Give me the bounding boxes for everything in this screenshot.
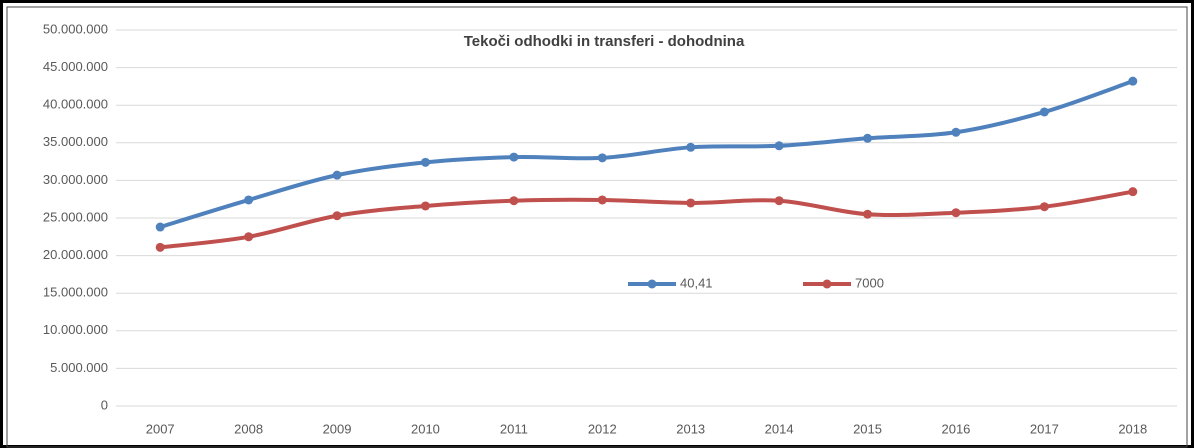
- x-tick-label: 2010: [411, 421, 440, 436]
- x-tick-label: 2008: [234, 421, 263, 436]
- data-point: [863, 209, 873, 219]
- data-point: [951, 127, 961, 137]
- y-tick-label: 35.000.000: [43, 134, 108, 149]
- legend-marker: [647, 279, 657, 289]
- data-point: [597, 153, 607, 163]
- data-point: [332, 211, 342, 221]
- y-tick-label: 45.000.000: [43, 59, 108, 74]
- data-point: [420, 157, 430, 167]
- x-tick-label: 2011: [500, 421, 528, 436]
- data-point: [1128, 187, 1138, 197]
- data-point: [509, 196, 519, 206]
- data-point: [155, 222, 165, 232]
- x-tick-label: 2016: [941, 421, 970, 436]
- data-point: [332, 170, 342, 180]
- x-tick-label: 2007: [146, 421, 175, 436]
- data-point: [597, 195, 607, 205]
- data-point: [244, 232, 254, 242]
- data-point: [863, 133, 873, 143]
- y-tick-label: 40.000.000: [43, 97, 108, 112]
- data-point: [244, 195, 254, 205]
- data-point: [420, 201, 430, 211]
- y-tick-label: 5.000.000: [50, 360, 108, 375]
- y-tick-label: 15.000.000: [43, 285, 108, 300]
- chart-title: Tekoči odhodki in transferi - dohodnina: [464, 33, 745, 50]
- data-point: [509, 152, 519, 162]
- data-point: [1128, 76, 1138, 86]
- data-point: [774, 196, 784, 206]
- data-point: [1039, 107, 1049, 117]
- legend-label: 7000: [855, 275, 884, 290]
- x-tick-label: 2018: [1118, 421, 1147, 436]
- data-point: [1039, 202, 1049, 212]
- y-tick-label: 25.000.000: [43, 209, 108, 224]
- x-tick-label: 2012: [588, 421, 617, 436]
- series-line: [159, 189, 1134, 250]
- y-tick-label: 0: [101, 397, 108, 412]
- y-tick-label: 50.000.000: [43, 21, 108, 36]
- x-tick-label: 2014: [765, 421, 794, 436]
- x-tick-label: 2017: [1030, 421, 1059, 436]
- x-tick-label: 2013: [676, 421, 705, 436]
- inner-frame: [6, 6, 1188, 448]
- data-point: [686, 198, 696, 208]
- data-point: [155, 242, 165, 252]
- y-tick-label: 20.000.000: [43, 247, 108, 262]
- y-tick-label: 10.000.000: [43, 322, 108, 337]
- data-point: [951, 208, 961, 218]
- y-tick-label: 30.000.000: [43, 172, 108, 187]
- data-point: [774, 141, 784, 151]
- x-tick-label: 2009: [323, 421, 352, 436]
- legend-label: 40,41: [680, 275, 713, 290]
- series-line: [159, 79, 1134, 229]
- data-point: [686, 142, 696, 152]
- x-tick-label: 2015: [853, 421, 882, 436]
- legend-marker: [822, 279, 832, 289]
